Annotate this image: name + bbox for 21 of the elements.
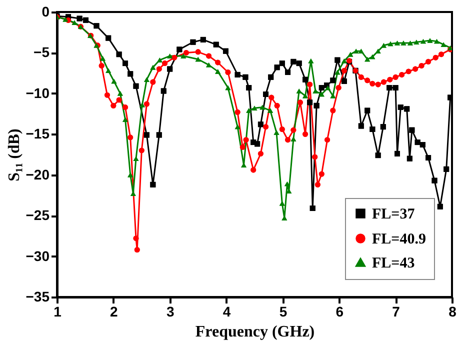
y-tick-label: 0: [42, 4, 50, 20]
x-tick-label: 5: [279, 304, 288, 320]
y-tick-label: −5: [34, 44, 50, 60]
x-tick-label: 8: [448, 304, 457, 320]
y-tick-label: −10: [26, 84, 50, 101]
y-tick-label: −15: [26, 126, 50, 142]
legend-label: FL=37: [372, 206, 416, 222]
x-tick-label: 3: [166, 304, 174, 320]
x-tick-label: 6: [336, 304, 344, 320]
x-tick-label: 4: [222, 304, 231, 320]
y-tick-label: −20: [26, 166, 50, 182]
x-tick-label: 1: [54, 304, 62, 320]
y-axis-title: S₁₁ (dB): [6, 128, 23, 182]
y-tick-label: −30: [26, 248, 50, 264]
legend-label: FL=43: [372, 256, 415, 272]
legend-label: FL=40.9: [372, 232, 426, 248]
x-tick-label: 7: [392, 304, 400, 320]
y-tick-label: −35: [26, 288, 50, 304]
x-tick-label: 2: [110, 304, 118, 320]
x-axis-title: Frequency (GHz): [195, 324, 315, 340]
y-tick-label: −25: [26, 207, 50, 224]
